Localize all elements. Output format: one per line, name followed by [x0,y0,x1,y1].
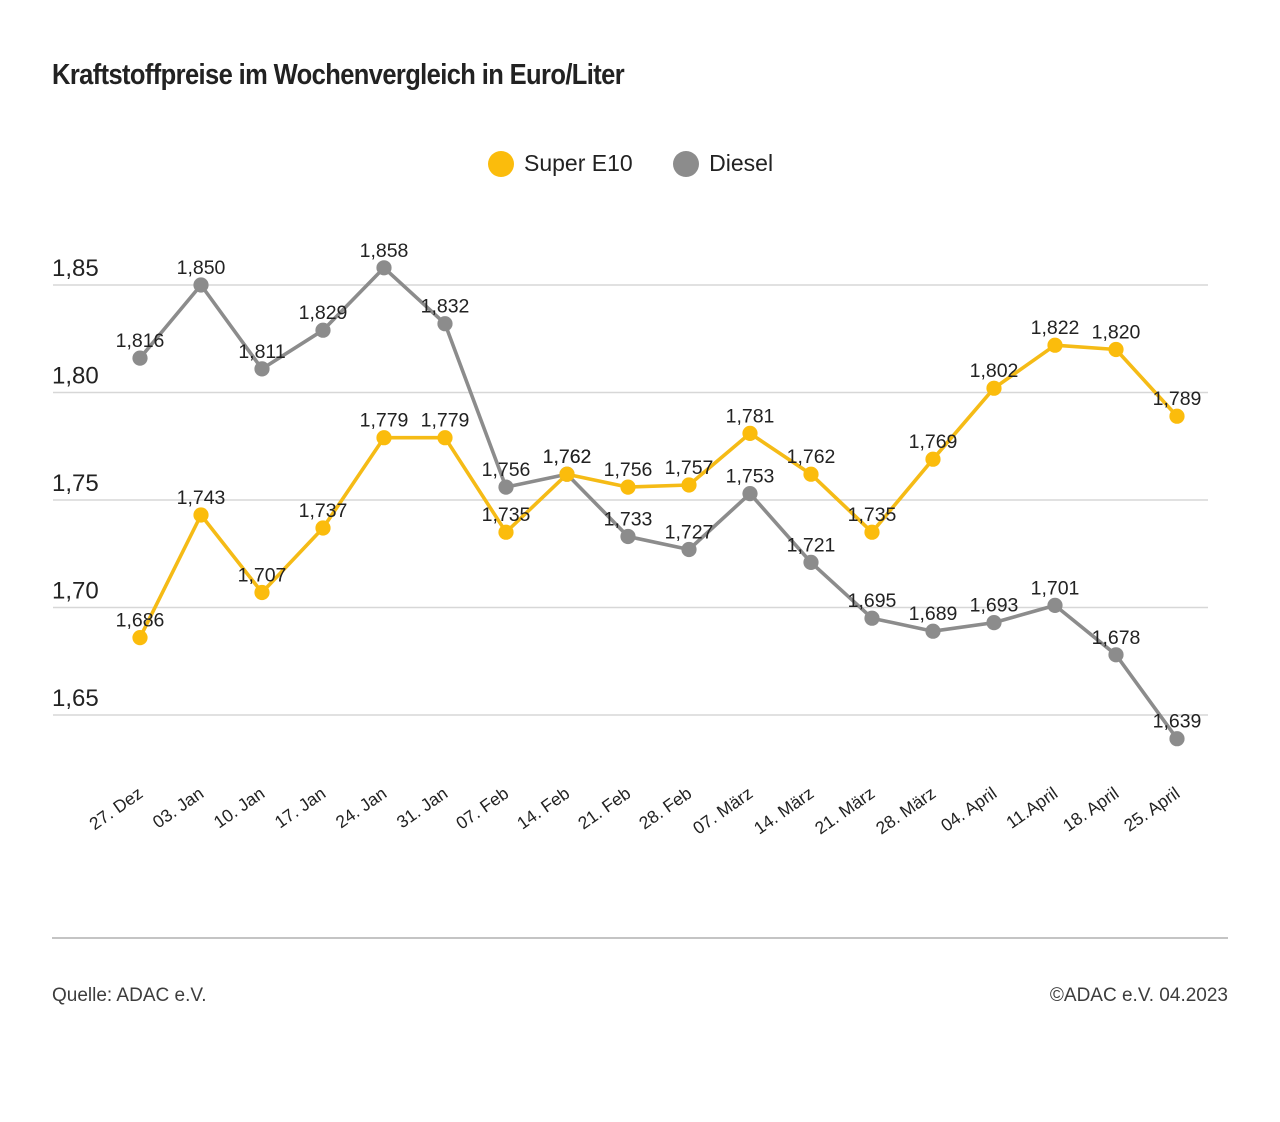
svg-text:07. März: 07. März [689,783,756,838]
svg-text:1,781: 1,781 [726,405,775,427]
svg-text:1,727: 1,727 [665,522,714,544]
svg-text:21. Feb: 21. Feb [574,783,634,833]
svg-text:1,756: 1,756 [604,459,653,481]
svg-text:1,816: 1,816 [116,330,165,352]
svg-text:1,850: 1,850 [177,257,226,279]
svg-text:1,858: 1,858 [360,240,409,262]
svg-text:1,678: 1,678 [1092,627,1141,649]
svg-text:1,65: 1,65 [52,685,99,712]
svg-text:1,733: 1,733 [604,509,653,531]
svg-text:1,789: 1,789 [1153,388,1202,410]
svg-text:1,762: 1,762 [787,446,836,468]
svg-text:1,735: 1,735 [848,504,897,526]
svg-text:1,802: 1,802 [970,360,1019,382]
svg-text:1,80: 1,80 [52,363,99,390]
svg-text:27. Dez: 27. Dez [85,783,146,834]
svg-text:1,753: 1,753 [726,466,775,488]
svg-text:1,743: 1,743 [177,487,226,509]
svg-text:1,735: 1,735 [482,504,531,526]
svg-text:1,820: 1,820 [1092,322,1141,344]
svg-text:1,779: 1,779 [360,410,409,432]
svg-text:10. Jan: 10. Jan [210,783,268,832]
svg-text:1,829: 1,829 [299,302,348,324]
svg-text:1,75: 1,75 [52,470,99,497]
svg-text:18. April: 18. April [1059,783,1122,836]
svg-text:28. März: 28. März [872,783,939,838]
svg-text:11.April: 11.April [1002,783,1061,833]
svg-text:1,707: 1,707 [238,565,287,587]
svg-text:1,70: 1,70 [52,578,99,605]
svg-text:1,686: 1,686 [116,610,165,632]
svg-text:21. März: 21. März [811,783,878,838]
svg-text:24. Jan: 24. Jan [332,783,390,832]
svg-text:17. Jan: 17. Jan [271,783,329,832]
svg-text:1,639: 1,639 [1153,711,1202,733]
svg-text:1,737: 1,737 [299,500,348,522]
svg-text:1,721: 1,721 [787,534,836,556]
svg-text:1,811: 1,811 [238,341,285,363]
svg-text:14. Feb: 14. Feb [513,783,573,833]
svg-text:1,689: 1,689 [909,603,958,625]
svg-text:1,757: 1,757 [665,457,714,479]
svg-text:1,85: 1,85 [52,255,99,282]
svg-text:31. Jan: 31. Jan [393,783,451,832]
svg-text:1,701: 1,701 [1031,577,1080,599]
svg-text:1,756: 1,756 [482,459,531,481]
svg-text:1,769: 1,769 [909,431,958,453]
svg-text:1,832: 1,832 [421,296,470,318]
svg-text:04. April: 04. April [937,783,1000,836]
svg-text:1,779: 1,779 [421,410,470,432]
svg-text:1,693: 1,693 [970,595,1019,617]
svg-text:1,695: 1,695 [848,590,897,612]
svg-text:1,822: 1,822 [1031,317,1080,339]
svg-text:1,762: 1,762 [543,446,592,468]
svg-text:14. März: 14. März [750,783,817,838]
svg-text:28. Feb: 28. Feb [635,783,695,833]
svg-text:25. April: 25. April [1120,783,1183,836]
svg-text:07. Feb: 07. Feb [452,783,512,833]
svg-text:03. Jan: 03. Jan [149,783,207,832]
